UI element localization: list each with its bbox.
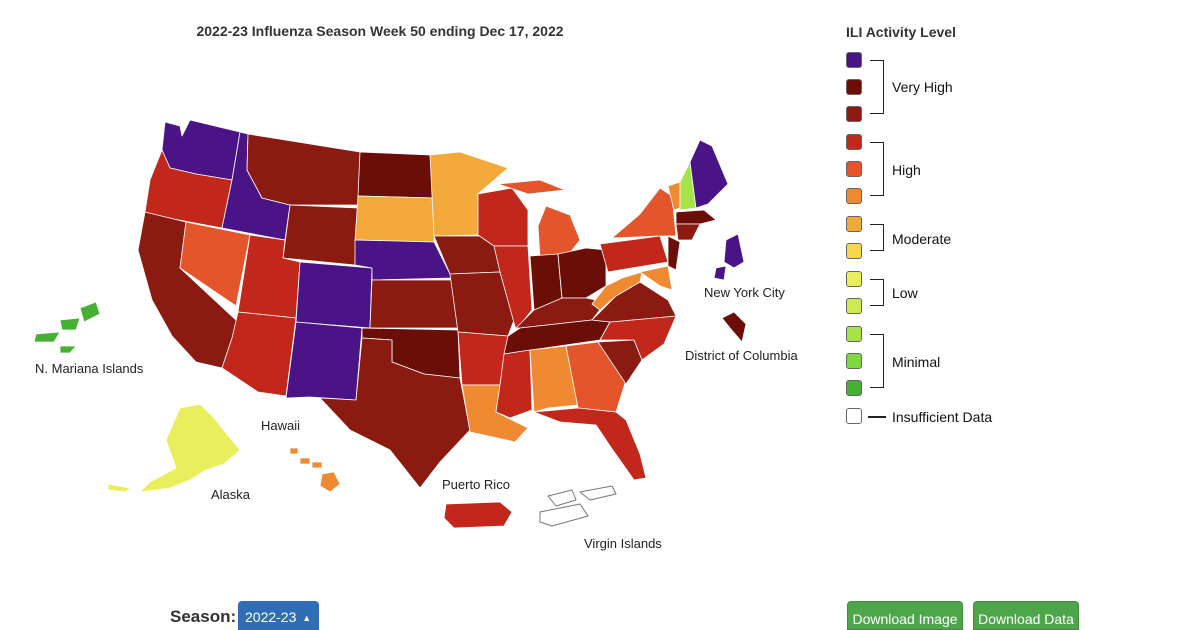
download-data-button[interactable]: Download Data <box>973 601 1079 630</box>
state-maryland[interactable] <box>639 265 673 291</box>
n-mariana-islands-shape[interactable] <box>33 301 101 354</box>
legend-swatch-moderate-1 <box>846 243 862 259</box>
state-west-virginia[interactable] <box>591 271 643 311</box>
legend-bracket-very-high <box>870 60 884 114</box>
alaska-shape[interactable] <box>107 403 241 493</box>
state-connecticut[interactable] <box>675 223 701 241</box>
legend-label-moderate: Moderate <box>892 231 952 247</box>
state-new-jersey[interactable] <box>667 235 681 271</box>
label-alaska: Alaska <box>211 487 251 502</box>
legend-swatch-high-2 <box>846 161 862 177</box>
legend-bracket-moderate <box>870 224 884 251</box>
legend-label-minimal: Minimal <box>892 354 941 370</box>
legend-swatch-high-3 <box>846 134 862 150</box>
state-south-dakota[interactable] <box>354 195 437 243</box>
legend-bracket-minimal <box>870 334 884 388</box>
state-kansas[interactable] <box>369 279 459 329</box>
new-york-city-shape[interactable] <box>713 233 745 281</box>
state-alabama[interactable] <box>529 345 579 413</box>
state-pennsylvania[interactable] <box>599 235 669 273</box>
state-north-dakota[interactable] <box>357 151 437 199</box>
legend-connector-insufficient <box>868 416 886 418</box>
state-massachusetts[interactable] <box>675 209 717 225</box>
us-ili-map <box>33 119 747 529</box>
label-district-of-columbia: District of Columbia <box>685 348 798 363</box>
label-puerto-rico: Puerto Rico <box>442 477 510 492</box>
season-select-value: 2022-23 <box>245 609 297 625</box>
legend-label-low: Low <box>892 285 918 301</box>
legend-swatch-moderate-2 <box>846 216 862 232</box>
legend-swatch-high-1 <box>846 188 862 204</box>
legend-swatch-low-1 <box>846 298 862 314</box>
state-ohio[interactable] <box>557 247 607 299</box>
state-new-york[interactable] <box>611 187 677 239</box>
season-select[interactable]: 2022-23 ▲ <box>238 601 319 630</box>
state-wisconsin[interactable] <box>477 187 529 247</box>
label-hawaii: Hawaii <box>261 418 301 433</box>
district-of-columbia-shape[interactable] <box>721 311 747 343</box>
state-missouri[interactable] <box>449 271 515 337</box>
legend-label-high: High <box>892 162 921 178</box>
state-arkansas[interactable] <box>457 331 509 386</box>
puerto-rico-shape[interactable] <box>443 501 513 529</box>
legend-label-insufficient: Insufficient Data <box>892 409 993 425</box>
legend-swatch-minimal-1 <box>846 380 862 396</box>
caret-up-icon: ▲ <box>302 613 312 623</box>
state-colorado[interactable] <box>295 261 373 329</box>
legend-swatch-very-high-1 <box>846 106 862 122</box>
state-nevada[interactable] <box>179 221 251 307</box>
legend-title: ILI Activity Level <box>846 24 956 40</box>
season-label: Season: <box>170 607 237 626</box>
map-title: 2022-23 Influenza Season Week 50 ending … <box>196 23 564 39</box>
legend-swatch-insufficient <box>846 408 862 424</box>
state-wyoming[interactable] <box>282 204 359 266</box>
state-georgia[interactable] <box>565 341 627 413</box>
state-new-mexico[interactable] <box>285 321 363 401</box>
legend-bracket-high <box>870 142 884 196</box>
state-florida[interactable] <box>533 407 647 481</box>
state-montana[interactable] <box>246 133 361 206</box>
state-maine[interactable] <box>689 139 729 209</box>
legend-swatch-minimal-3 <box>846 326 862 342</box>
download-image-button[interactable]: Download Image <box>847 601 963 630</box>
label-n-mariana-islands: N. Mariana Islands <box>35 361 144 376</box>
legend-swatch-low-2 <box>846 271 862 287</box>
legend-swatch-very-high-2 <box>846 79 862 95</box>
virgin-islands-shape[interactable] <box>539 485 617 527</box>
legend-swatch-very-high-3 <box>846 52 862 68</box>
legend-swatch-minimal-2 <box>846 353 862 369</box>
legend-label-very-high: Very High <box>892 79 953 95</box>
hawaii-shape[interactable] <box>289 447 341 493</box>
label-virgin-islands: Virgin Islands <box>584 536 662 551</box>
state-texas[interactable] <box>319 337 471 489</box>
legend-bracket-low <box>870 279 884 306</box>
label-new-york-city: New York City <box>704 285 785 300</box>
